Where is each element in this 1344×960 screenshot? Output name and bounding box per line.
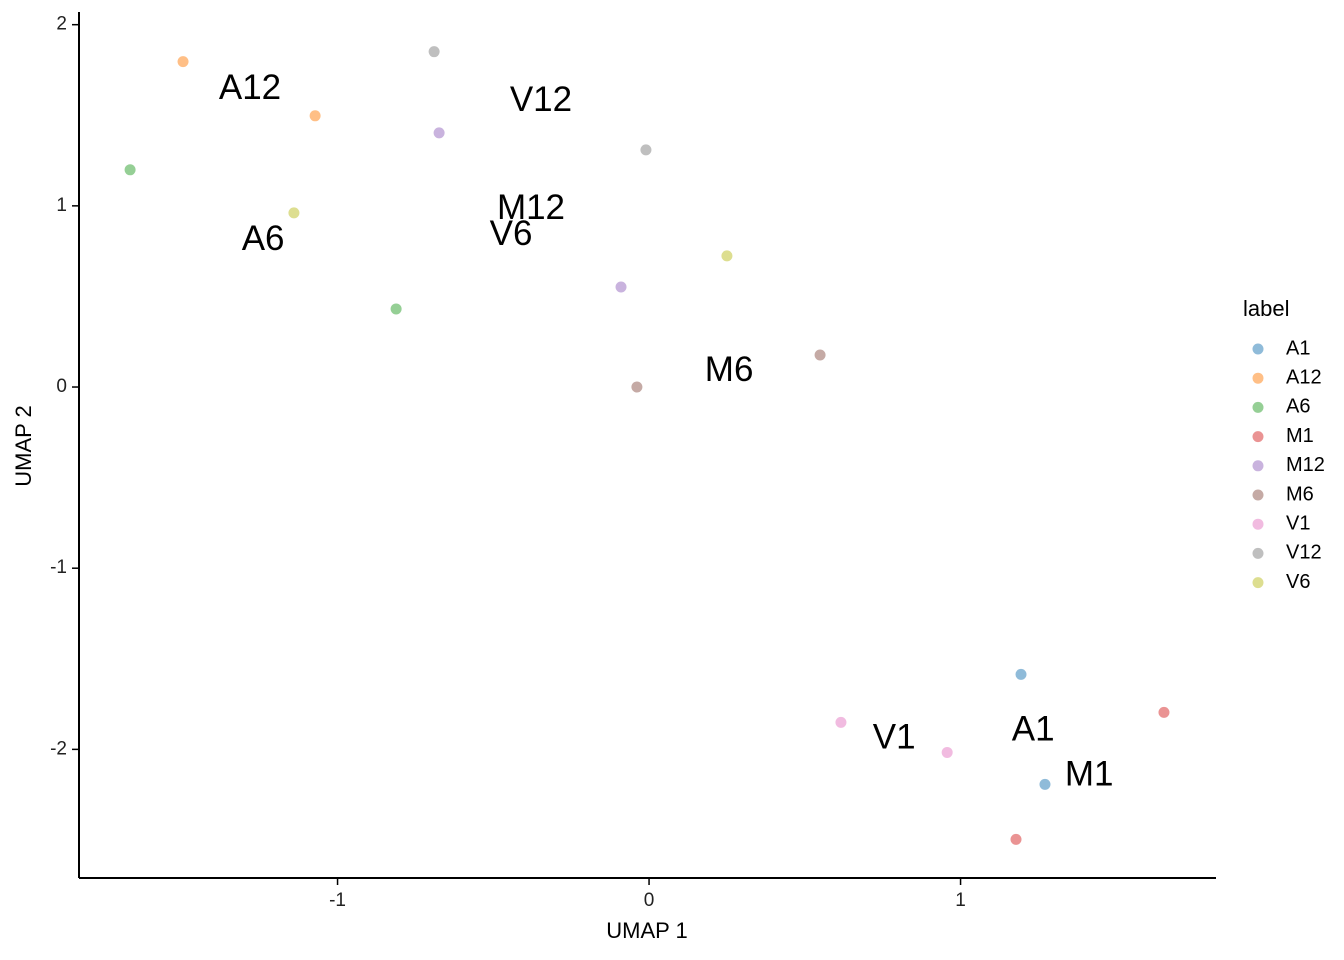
cluster-label: A1 <box>1012 710 1055 749</box>
legend-swatch <box>1252 343 1264 355</box>
point <box>177 56 189 68</box>
point <box>1158 706 1170 718</box>
point <box>1010 833 1022 845</box>
y-tick-label: 1 <box>56 195 67 216</box>
legend-label: V12 <box>1286 542 1322 564</box>
point <box>1015 668 1027 680</box>
y-tick-label: -1 <box>50 557 67 578</box>
point <box>631 381 643 393</box>
x-tick-label: -1 <box>329 890 346 911</box>
point <box>124 164 136 176</box>
cluster-label: A12 <box>219 68 281 107</box>
legend-swatch <box>1252 518 1264 530</box>
point <box>428 46 440 58</box>
legend-swatch <box>1252 372 1264 384</box>
legend-label: A1 <box>1286 337 1310 359</box>
legend-label: V6 <box>1286 571 1310 593</box>
point <box>814 349 826 361</box>
point <box>390 303 402 315</box>
legend-swatch <box>1252 577 1264 589</box>
legend-label: M1 <box>1286 425 1314 447</box>
legend-label: V1 <box>1286 512 1310 534</box>
point <box>1039 778 1051 790</box>
cluster-label: V1 <box>873 718 916 757</box>
point <box>835 716 847 728</box>
legend-swatch <box>1252 547 1264 559</box>
legend-label: A12 <box>1286 366 1322 388</box>
legend-label: A6 <box>1286 396 1310 418</box>
cluster-label: M12 <box>497 188 565 227</box>
legend-swatch <box>1252 401 1264 413</box>
cluster-label: M1 <box>1065 755 1114 794</box>
cluster-label: A6 <box>242 219 285 258</box>
cluster-label: M6 <box>705 350 754 389</box>
y-tick-label: 0 <box>56 376 67 397</box>
point <box>721 250 733 262</box>
x-axis-title: UMAP 1 <box>606 918 688 943</box>
legend-swatch <box>1252 431 1264 443</box>
point <box>433 127 445 139</box>
legend-swatch <box>1252 460 1264 472</box>
point <box>309 110 321 122</box>
x-tick-label: 1 <box>955 890 966 911</box>
point <box>615 281 627 293</box>
legend-title: label <box>1243 296 1289 321</box>
point <box>941 746 953 758</box>
cluster-label: V12 <box>510 80 572 119</box>
x-tick-label: 0 <box>644 890 655 911</box>
y-tick-label: -2 <box>50 738 67 759</box>
legend-label: M6 <box>1286 483 1314 505</box>
point <box>640 144 652 156</box>
legend-label: M12 <box>1286 454 1325 476</box>
cluster-label: V6 <box>490 214 533 253</box>
y-tick-label: 2 <box>56 14 67 35</box>
y-axis-title: UMAP 2 <box>11 405 36 487</box>
legend-swatch <box>1252 489 1264 501</box>
point <box>288 207 300 219</box>
